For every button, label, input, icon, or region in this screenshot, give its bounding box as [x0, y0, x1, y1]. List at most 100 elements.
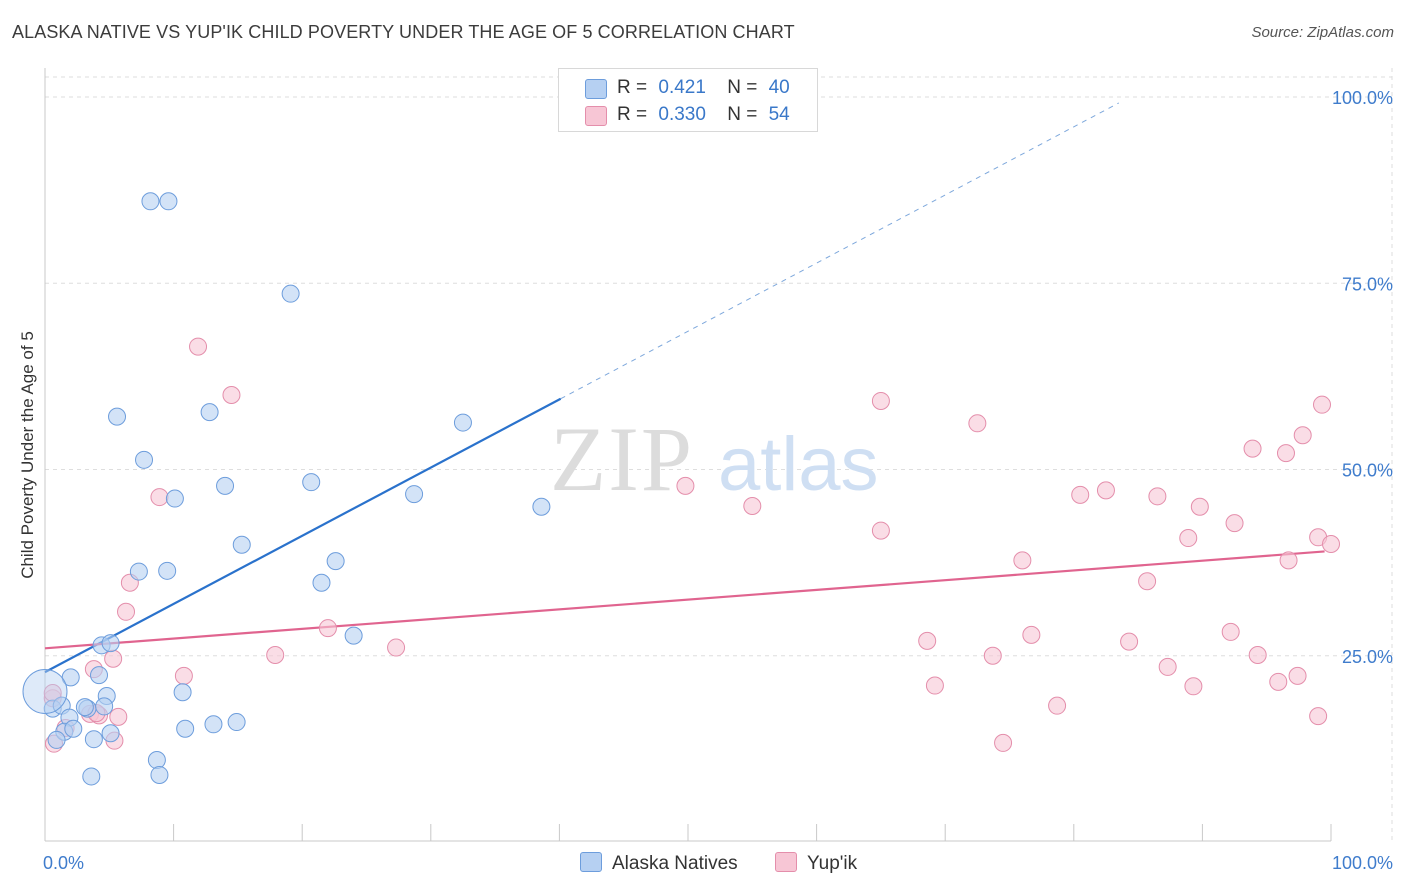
point-yupik — [222, 386, 241, 404]
point-alaska-natives — [227, 713, 246, 732]
point-yupik — [968, 414, 987, 433]
y-tick-label: 25.0% — [1342, 647, 1393, 667]
point-yupik — [743, 497, 762, 516]
y-tick-label: 100.0% — [1332, 88, 1393, 108]
point-alaska-natives — [101, 634, 120, 653]
legend-r-label: R = — [617, 104, 648, 125]
point-yupik — [1184, 677, 1203, 696]
stats-legend: R = 0.421 N = 40 R = 0.330 N = 54 — [558, 68, 818, 132]
point-yupik — [1190, 497, 1209, 516]
point-alaska-natives — [82, 767, 101, 786]
point-yupik — [266, 646, 285, 665]
point-alaska-natives — [158, 561, 177, 580]
watermark: ZIP atlas — [550, 408, 879, 510]
point-yupik — [994, 733, 1013, 752]
point-alaska-natives — [200, 403, 219, 422]
point-alaska-natives — [141, 192, 160, 211]
point-alaska-natives — [173, 683, 192, 702]
point-alaska-natives — [64, 719, 83, 738]
point-alaska-natives — [532, 497, 551, 516]
point-alaska-natives-cluster — [22, 669, 68, 715]
point-yupik — [318, 619, 337, 638]
bottom-legend-yupik: Yup'ik — [775, 852, 857, 875]
point-yupik — [1309, 707, 1328, 726]
point-yupik — [1312, 395, 1331, 414]
point-yupik — [1276, 444, 1295, 463]
point-yupik — [871, 521, 890, 540]
legend-r-value: 0.421 — [658, 77, 706, 98]
point-alaska-natives — [344, 626, 363, 645]
point-alaska-natives — [302, 473, 321, 492]
point-alaska-natives — [129, 562, 148, 581]
point-alaska-natives — [312, 573, 331, 592]
point-yupik — [117, 602, 136, 621]
point-alaska-natives — [150, 765, 169, 784]
chart-title: ALASKA NATIVE VS YUP'IK CHILD POVERTY UN… — [12, 22, 795, 42]
y-tick-label: 50.0% — [1342, 461, 1393, 481]
point-yupik — [1248, 646, 1267, 665]
watermark-zip: ZIP — [550, 408, 694, 510]
point-yupik — [676, 476, 695, 495]
point-yupik — [1225, 514, 1244, 533]
point-yupik — [1179, 529, 1198, 548]
data-points — [22, 192, 1340, 786]
point-yupik — [918, 631, 937, 650]
x-tick-label: 100.0% — [1332, 853, 1393, 873]
point-alaska-natives — [159, 192, 178, 211]
legend-r-label: R = — [617, 77, 648, 98]
point-yupik — [1071, 485, 1090, 504]
point-yupik — [1221, 622, 1240, 641]
trend-lines — [44, 102, 1325, 674]
point-alaska-natives — [281, 284, 300, 303]
legend-swatch-blue — [585, 79, 607, 99]
point-alaska-natives — [108, 407, 127, 426]
point-yupik — [871, 391, 890, 410]
point-alaska-natives — [216, 476, 235, 495]
point-alaska-natives — [135, 450, 154, 469]
point-yupik — [1158, 657, 1177, 676]
point-yupik — [925, 676, 944, 695]
point-alaska-natives — [326, 552, 345, 571]
x-tick-label: 0.0% — [43, 853, 84, 873]
legend-r-value: 0.330 — [658, 104, 706, 125]
point-yupik — [1048, 696, 1067, 715]
point-yupik — [189, 337, 208, 356]
bottom-legend-swatch-pink — [775, 852, 797, 872]
trend-line-alaska-natives-extension — [560, 102, 1120, 400]
trend-line-alaska-natives — [44, 397, 562, 674]
point-alaska-natives — [165, 489, 184, 508]
grid-lines — [45, 68, 1393, 841]
point-yupik — [1013, 551, 1032, 570]
point-yupik — [1096, 481, 1115, 500]
bottom-legend-swatch-blue — [580, 852, 602, 872]
point-alaska-natives — [453, 413, 472, 432]
point-alaska-natives — [147, 751, 166, 770]
legend-n-label: N = — [727, 77, 758, 98]
point-yupik — [1138, 572, 1157, 591]
point-alaska-natives — [101, 724, 120, 743]
tick-labels: 25.0% 50.0% 75.0% 100.0% 0.0% 100.0% — [43, 88, 1393, 873]
source-label: Source: ZipAtlas.com — [1251, 24, 1394, 41]
watermark-atlas: atlas — [718, 422, 879, 507]
point-yupik — [983, 646, 1002, 665]
bottom-legend-label: Alaska Natives — [612, 853, 738, 874]
point-alaska-natives — [84, 730, 103, 749]
bottom-legend-alaska-natives: Alaska Natives — [580, 852, 738, 875]
point-yupik — [1322, 535, 1340, 553]
point-yupik — [1022, 625, 1041, 644]
point-alaska-natives — [204, 715, 223, 734]
point-yupik — [1288, 666, 1307, 685]
point-alaska-natives — [90, 666, 109, 685]
point-alaska-natives — [232, 535, 251, 554]
point-yupik — [150, 488, 169, 507]
bottom-legend-label: Yup'ik — [807, 853, 858, 874]
legend-swatch-pink — [585, 106, 607, 126]
point-yupik — [1279, 551, 1298, 570]
point-yupik — [1269, 672, 1288, 691]
y-tick-label: 75.0% — [1342, 274, 1393, 294]
point-alaska-natives — [75, 698, 94, 717]
point-yupik — [104, 649, 123, 668]
point-yupik — [387, 638, 406, 657]
point-yupik — [174, 666, 193, 685]
